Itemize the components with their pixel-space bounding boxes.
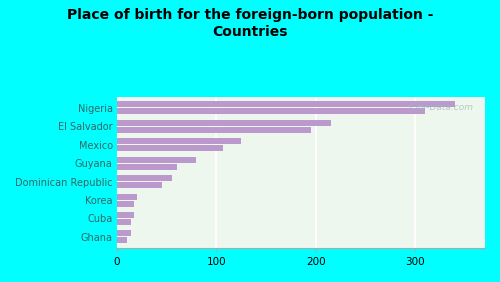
- Bar: [117, 120, 331, 126]
- Bar: [117, 127, 311, 133]
- Bar: [117, 175, 172, 181]
- Bar: [117, 102, 455, 107]
- Bar: [117, 194, 136, 199]
- Bar: [117, 157, 196, 163]
- Bar: [117, 230, 130, 236]
- Bar: [117, 237, 126, 243]
- Bar: [117, 182, 162, 188]
- Bar: [117, 138, 241, 144]
- Text: Place of birth for the foreign-born population -
Countries: Place of birth for the foreign-born popu…: [67, 8, 433, 39]
- Bar: [117, 219, 130, 225]
- Bar: [117, 145, 224, 151]
- Text: City-Data.com: City-Data.com: [410, 103, 474, 112]
- Bar: [117, 164, 176, 170]
- Bar: [117, 201, 134, 206]
- Bar: [117, 212, 134, 218]
- Bar: [117, 109, 426, 114]
